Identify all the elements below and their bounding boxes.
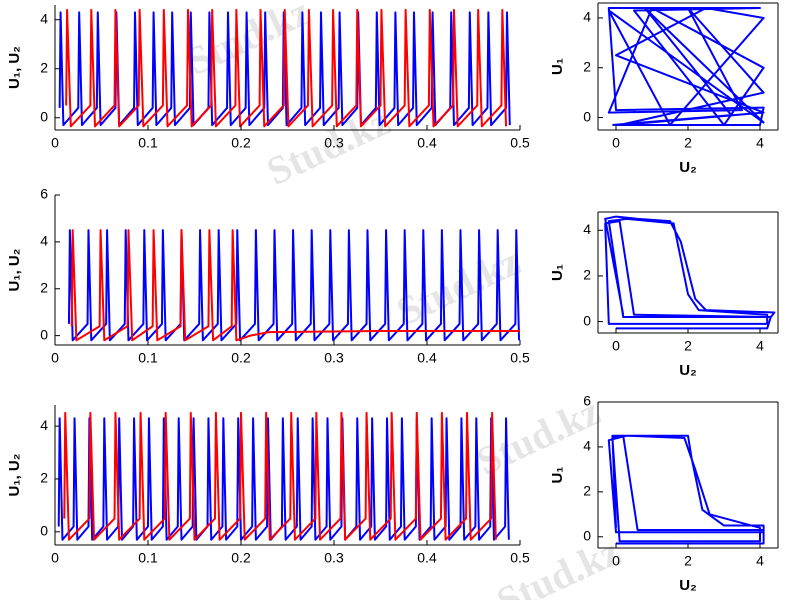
y-tick-label: 4 bbox=[583, 438, 591, 454]
x-tick-label: 0 bbox=[612, 135, 620, 151]
x-axis-label: U₂ bbox=[679, 159, 697, 176]
y-tick-label: 2 bbox=[40, 470, 48, 486]
series-line bbox=[67, 229, 521, 342]
y-tick-label: 0 bbox=[40, 326, 48, 342]
x-tick-label: 0.2 bbox=[231, 350, 251, 366]
subplot: 0 2 4 0 0.1 0.2 0.3 0.4 0.5 U₁, U₂ bbox=[6, 5, 530, 151]
watermark: Stud.kz bbox=[390, 238, 527, 334]
y-axis-label: U₁ bbox=[549, 58, 566, 75]
x-axis-label: U₂ bbox=[679, 362, 697, 379]
x-tick-label: 0 bbox=[51, 550, 59, 566]
series-line bbox=[607, 6, 765, 127]
y-tick-label: 2 bbox=[583, 483, 591, 499]
x-tick-label: 0.1 bbox=[138, 135, 158, 151]
y-axis-label: U₁, U₂ bbox=[6, 249, 23, 292]
x-axis-label: U₂ bbox=[679, 577, 697, 594]
x-tick-label: 2 bbox=[684, 135, 692, 151]
subplot: 0 2 4 6 0 2 4 U₁ U₂ bbox=[549, 393, 779, 594]
y-tick-label: 0 bbox=[583, 312, 591, 328]
x-tick-label: 2 bbox=[684, 553, 692, 569]
y-axis-label: U₁, U₂ bbox=[6, 46, 23, 89]
y-tick-label: 0 bbox=[40, 522, 48, 538]
subplot: 0 2 4 0 2 4 U₁ U₂ bbox=[549, 2, 779, 176]
y-tick-label: 4 bbox=[583, 221, 591, 237]
y-tick-label: 2 bbox=[40, 279, 48, 295]
x-tick-label: 0 bbox=[51, 135, 59, 151]
x-tick-label: 0.5 bbox=[510, 550, 530, 566]
x-tick-label: 0 bbox=[612, 338, 620, 354]
x-tick-label: 0.2 bbox=[231, 135, 251, 151]
x-tick-label: 0.4 bbox=[417, 135, 437, 151]
series-line bbox=[70, 229, 520, 342]
subplot: 0 2 4 0 0.1 0.2 0.3 0.4 0.5 U₁, U₂ bbox=[6, 405, 530, 566]
y-tick-label: 0 bbox=[583, 108, 591, 124]
x-tick-label: 4 bbox=[756, 135, 764, 151]
x-tick-label: 0.5 bbox=[510, 135, 530, 151]
series-line bbox=[65, 8, 508, 128]
y-tick-label: 6 bbox=[583, 393, 591, 409]
y-axis-label: U₁, U₂ bbox=[6, 454, 23, 497]
y-tick-label: 2 bbox=[583, 58, 591, 74]
y-tick-label: 2 bbox=[583, 267, 591, 283]
subplot: 0 2 4 0 2 4 U₁ U₂ bbox=[549, 211, 779, 379]
series-line bbox=[604, 215, 776, 330]
y-axis-label: U₁ bbox=[549, 466, 566, 483]
x-tick-label: 0.4 bbox=[417, 550, 437, 566]
x-tick-label: 0.4 bbox=[417, 350, 437, 366]
series-line bbox=[57, 417, 510, 541]
x-tick-label: 4 bbox=[756, 338, 764, 354]
y-tick-label: 6 bbox=[40, 186, 48, 202]
x-tick-label: 0.3 bbox=[324, 350, 344, 366]
y-tick-label: 4 bbox=[40, 233, 48, 249]
y-tick-label: 4 bbox=[40, 417, 48, 433]
x-tick-label: 0 bbox=[612, 553, 620, 569]
x-tick-label: 2 bbox=[684, 338, 692, 354]
x-tick-label: 0.5 bbox=[510, 350, 530, 366]
y-axis-label: U₁ bbox=[549, 264, 566, 281]
y-tick-label: 4 bbox=[40, 10, 48, 26]
x-tick-label: 0.1 bbox=[138, 350, 158, 366]
x-tick-label: 0.1 bbox=[138, 550, 158, 566]
subplot: 0 2 4 6 0 0.1 0.2 0.3 0.4 0.5 U₁, U₂ bbox=[6, 186, 530, 366]
y-tick-label: 0 bbox=[583, 527, 591, 543]
y-tick-label: 0 bbox=[40, 108, 48, 124]
y-tick-label: 2 bbox=[40, 59, 48, 75]
series-line bbox=[607, 434, 765, 545]
x-tick-label: 0 bbox=[51, 350, 59, 366]
y-tick-label: 4 bbox=[583, 9, 591, 25]
x-tick-label: 0.3 bbox=[324, 135, 344, 151]
series-line bbox=[63, 411, 497, 541]
x-tick-label: 0.3 bbox=[324, 550, 344, 566]
x-tick-label: 4 bbox=[756, 553, 764, 569]
x-tick-label: 0.2 bbox=[231, 550, 251, 566]
